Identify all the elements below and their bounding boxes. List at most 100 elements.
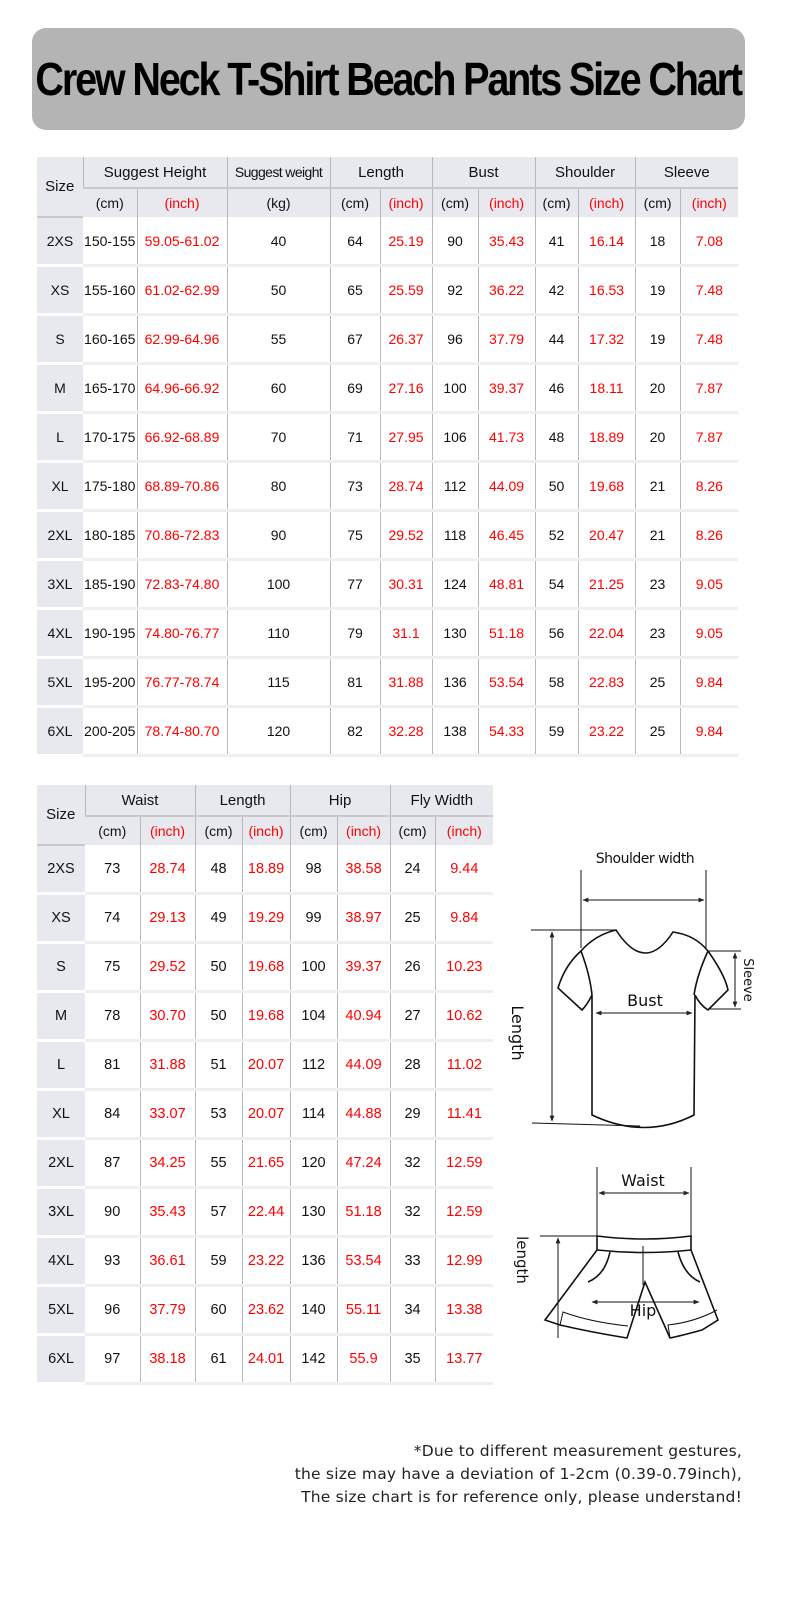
value-cell: 29 (389, 1089, 436, 1140)
value-cell: 124 (431, 559, 479, 610)
value-cell: 96 (431, 314, 479, 365)
table-row: XS 155-160 61.02-62.99 50 65 25.59 92 36.22 42 16… (37, 265, 739, 316)
value-cell: 142 (289, 1334, 338, 1385)
inch-cell: 30.70 (139, 991, 196, 1042)
label-bust: Bust (627, 991, 663, 1010)
note-line: the size may have a deviation of 1-2cm (… (294, 1465, 742, 1483)
value-cell: 48 (194, 845, 243, 895)
value-cell: 96 (85, 1285, 140, 1336)
table-row: 6XL 200-205 78.74-80.70 120 82 32.28 138 54.33 5… (37, 706, 739, 757)
value-cell: 23 (634, 559, 681, 610)
pants-diagram (540, 1167, 719, 1339)
header-sleeve: Sleeve (634, 157, 739, 189)
inch-cell: 78.74-80.70 (136, 706, 228, 757)
table-row: 5XL 96 37.79 60 23.62 140 55.11 34 13.38 (37, 1285, 494, 1336)
label-pants-length: length (513, 1236, 531, 1284)
inch-cell: 37.79 (477, 314, 536, 365)
inch-cell: 11.41 (434, 1089, 494, 1140)
value-cell: 19 (634, 265, 681, 316)
size-cell: 5XL (37, 657, 83, 708)
value-cell: 77 (329, 559, 381, 610)
inch-cell: 23.22 (241, 1236, 291, 1287)
size-cell: 2XS (37, 845, 85, 895)
unit-header: (inch) (379, 188, 433, 217)
inch-cell: 27.16 (379, 363, 433, 414)
value-cell: 61 (194, 1334, 243, 1385)
value-cell: 26 (389, 942, 436, 993)
inch-cell: 30.31 (379, 559, 433, 610)
value-cell: 75 (329, 510, 381, 561)
inch-cell: 37.79 (139, 1285, 196, 1336)
inch-cell: 19.68 (577, 461, 636, 512)
pants-size-table: Size Waist Length Hip Fly Width (cm) (inc… (37, 785, 494, 1385)
size-cell: 2XL (37, 510, 83, 561)
value-cell: 54 (534, 559, 579, 610)
value-cell: 90 (226, 510, 331, 561)
inch-cell: 29.13 (139, 893, 196, 944)
inch-cell: 38.97 (336, 893, 391, 944)
inch-cell: 51.18 (336, 1187, 391, 1238)
header-shoulder: Shoulder (534, 157, 636, 189)
inch-cell: 21.25 (577, 559, 636, 610)
size-cell: 4XL (37, 1236, 85, 1287)
size-cell: 6XL (37, 706, 83, 757)
shirt-size-table: Size Suggest Height Suggest weight Lengt… (37, 157, 739, 757)
header-height: Suggest Height (82, 157, 228, 189)
table-row: 3XL 185-190 72.83-74.80 100 77 30.31 124 48.81 5… (37, 559, 739, 610)
inch-cell: 19.68 (241, 942, 291, 993)
unit-header: (inch) (477, 188, 536, 217)
size-cell: 4XL (37, 608, 83, 659)
inch-cell: 28.74 (139, 845, 196, 895)
value-cell: 165-170 (83, 363, 137, 414)
value-cell: 92 (431, 265, 479, 316)
inch-cell: 48.81 (477, 559, 536, 610)
value-cell: 69 (329, 363, 381, 414)
value-cell: 112 (431, 461, 479, 512)
inch-cell: 7.48 (679, 265, 739, 316)
inch-cell: 35.43 (477, 217, 536, 267)
inch-cell: 76.77-78.74 (136, 657, 228, 708)
value-cell: 34 (389, 1285, 436, 1336)
unit-header: (cm) (389, 816, 436, 845)
table-row: 3XL 90 35.43 57 22.44 130 51.18 32 12.59 (37, 1187, 494, 1238)
inch-cell: 64.96-66.92 (136, 363, 228, 414)
inch-cell: 31.1 (379, 608, 433, 659)
inch-cell: 39.37 (336, 942, 391, 993)
inch-cell: 10.23 (434, 942, 494, 993)
value-cell: 50 (226, 265, 331, 316)
value-cell: 130 (431, 608, 479, 659)
inch-cell: 20.07 (241, 1089, 291, 1140)
tshirt-diagram (531, 870, 741, 1129)
value-cell: 28 (389, 1040, 436, 1091)
inch-cell: 26.37 (379, 314, 433, 365)
value-cell: 136 (431, 657, 479, 708)
note-line: The size chart is for reference only, pl… (301, 1488, 742, 1506)
value-cell: 24 (389, 845, 436, 895)
inch-cell: 7.08 (679, 217, 739, 267)
size-cell: 5XL (37, 1285, 85, 1336)
value-cell: 138 (431, 706, 479, 757)
inch-cell: 53.54 (336, 1236, 391, 1287)
inch-cell: 36.22 (477, 265, 536, 316)
header-length: Length (329, 157, 433, 189)
value-cell: 52 (534, 510, 579, 561)
inch-cell: 17.32 (577, 314, 636, 365)
size-cell: XS (37, 265, 83, 316)
inch-cell: 9.44 (434, 845, 494, 895)
value-cell: 114 (289, 1089, 338, 1140)
size-cell: M (37, 363, 83, 414)
inch-cell: 31.88 (379, 657, 433, 708)
inch-cell: 74.80-76.77 (136, 608, 228, 659)
value-cell: 21 (634, 510, 681, 561)
label-length: Length (508, 1005, 527, 1060)
inch-cell: 34.25 (139, 1138, 196, 1189)
table-row: M 78 30.70 50 19.68 104 40.94 27 10.62 (37, 991, 494, 1042)
table-row: L 170-175 66.92-68.89 70 71 27.95 106 41.73 48 18… (37, 412, 739, 463)
size-cell: S (37, 942, 85, 993)
value-cell: 27 (389, 991, 436, 1042)
inch-cell: 61.02-62.99 (136, 265, 228, 316)
value-cell: 48 (534, 412, 579, 463)
table-row: 6XL 97 38.18 61 24.01 142 55.9 35 13.77 (37, 1334, 494, 1385)
inch-cell: 41.73 (477, 412, 536, 463)
inch-cell: 11.02 (434, 1040, 494, 1091)
